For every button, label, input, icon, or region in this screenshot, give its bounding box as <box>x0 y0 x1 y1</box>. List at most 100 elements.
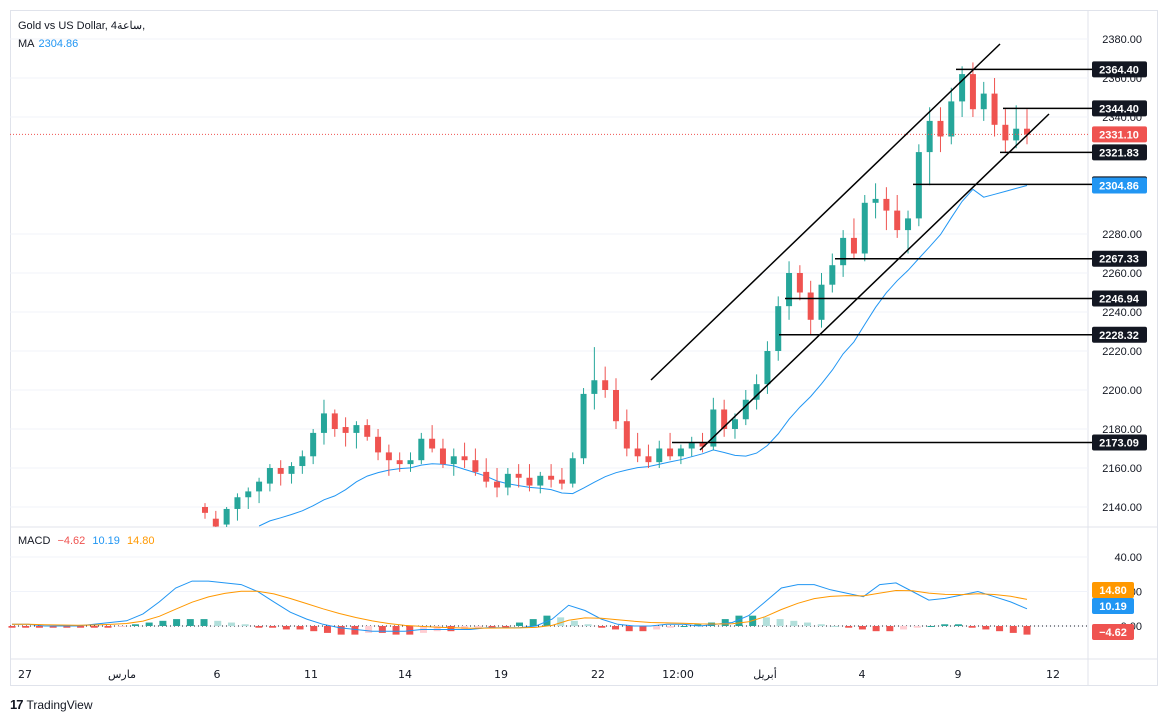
x-tick-label: 12:00 <box>662 668 694 681</box>
candle-body <box>569 458 576 484</box>
candle <box>1024 109 1030 145</box>
candle <box>407 452 414 472</box>
macd-hist-bar <box>557 617 565 626</box>
macd-tag-text: 10.19 <box>1099 601 1127 613</box>
price-tag-bg <box>1092 126 1147 143</box>
candle-body <box>775 306 782 351</box>
y-tick-label: 2280.00 <box>1102 229 1142 241</box>
main-legend: Gold vs US Dollar, 4ساعة, MA 2304.86 <box>18 17 149 53</box>
macd-hist-bar <box>982 626 990 630</box>
level-label: 2364.40 <box>1092 61 1147 78</box>
candle-body <box>764 351 771 385</box>
channel-upper-line <box>650 43 1001 381</box>
candle-body <box>429 438 436 449</box>
level-label: 2173.09 <box>1092 434 1147 451</box>
macd-line-value: 10.19 <box>92 535 120 547</box>
macd-hist-bar <box>941 624 949 626</box>
macd-hist-bar <box>323 626 331 633</box>
candle <box>472 448 479 476</box>
candle-body <box>872 198 879 203</box>
candle-body <box>288 466 295 474</box>
macd-hist-bar <box>310 626 318 632</box>
candle-body <box>807 292 814 320</box>
y-tick-label: 2360.00 <box>1102 73 1142 85</box>
candle-body <box>710 409 717 447</box>
macd-hist-bar <box>900 626 908 630</box>
candle <box>450 448 457 476</box>
candle <box>504 468 511 496</box>
candle <box>202 503 208 519</box>
candle-body <box>915 152 922 219</box>
macd-hist-bar <box>296 626 304 630</box>
level-label-bg <box>1092 61 1147 78</box>
macd-hist-bar <box>227 622 235 626</box>
candle-body <box>450 456 457 465</box>
macd-label[interactable]: MACD <box>18 535 51 547</box>
candle-body <box>926 120 933 153</box>
candle-body <box>667 448 674 457</box>
candle <box>677 444 684 465</box>
y-tick-label: 2240.00 <box>1102 307 1142 319</box>
candle <box>515 464 522 488</box>
macd-hist-bar <box>735 615 743 626</box>
macd-hist-bar <box>790 620 798 626</box>
symbol-title[interactable]: Gold vs US Dollar, 4ساعة, <box>18 20 146 32</box>
level-label-text: 2228.32 <box>1099 330 1139 342</box>
y-tick-label: 2200.00 <box>1102 385 1142 397</box>
candle <box>872 183 879 219</box>
macd-hist-bar <box>845 626 853 628</box>
candle <box>537 471 544 494</box>
macd-hist-bar <box>927 626 935 627</box>
candles <box>10 62 1088 527</box>
macd-hist-bar <box>584 624 592 626</box>
macd-hist-bar <box>529 619 537 626</box>
candle-body <box>602 380 609 390</box>
macd-hist-bar <box>8 626 16 628</box>
level-label: 2321.83 <box>1092 144 1147 161</box>
candle-body <box>656 448 663 463</box>
candle <box>861 195 868 262</box>
candle-body <box>850 237 857 254</box>
macd-hist-bar <box>365 626 373 633</box>
candle <box>721 399 728 437</box>
candle <box>1013 105 1020 149</box>
level-label-text: 2246.94 <box>1099 293 1140 305</box>
candle-body <box>623 421 630 449</box>
macd-hist-bar <box>241 624 249 626</box>
ma-label[interactable]: MA <box>18 38 35 50</box>
candle-body <box>461 456 468 461</box>
macd-hist-bar <box>433 626 441 632</box>
brand-name[interactable]: TradingView <box>26 697 93 712</box>
candle <box>883 187 890 231</box>
candle-body <box>472 460 479 472</box>
tradingview-logo-icon[interactable]: 17 <box>10 697 24 712</box>
candle <box>569 452 576 488</box>
macd-hist-bar <box>653 626 661 630</box>
macd-hist-bar <box>104 626 112 628</box>
candle <box>796 265 803 301</box>
x-tick-label: مارس <box>108 668 136 681</box>
macd-hist-bar <box>831 626 839 627</box>
candle-body <box>937 120 944 137</box>
level-label-bg <box>1092 250 1147 267</box>
candle-body <box>980 93 987 110</box>
candle-body <box>342 427 349 433</box>
macd-tick-label: 40.00 <box>1114 552 1142 564</box>
candle <box>775 296 782 361</box>
candle-body <box>385 452 392 461</box>
macd-hist-bar <box>200 619 208 626</box>
x-tick-label: 19 <box>494 668 508 681</box>
candle <box>688 436 695 457</box>
candle-body <box>969 74 976 110</box>
y-tick-label: 2160.00 <box>1102 463 1142 475</box>
candle <box>385 444 392 476</box>
candle <box>1002 109 1009 153</box>
macd-hist-bar <box>598 626 606 628</box>
macd-hist-bar <box>858 626 866 630</box>
macd-hist-bar <box>666 626 674 628</box>
candle-body <box>310 432 317 457</box>
candle <box>980 81 987 121</box>
candle-body <box>526 477 533 486</box>
macd-hist-bar <box>392 626 400 635</box>
